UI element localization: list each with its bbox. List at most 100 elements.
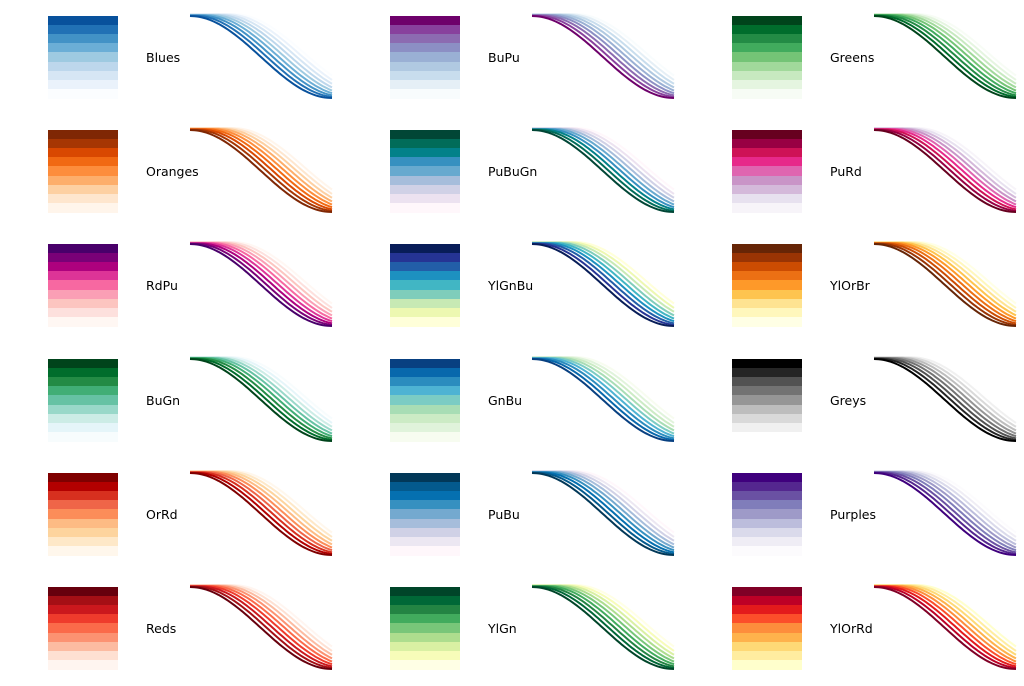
colormap-swatch: [48, 16, 118, 99]
colormap-panel-ylorbr: YlOrBr: [684, 228, 1024, 342]
swatch-band: [48, 641, 118, 652]
swatch-band: [732, 25, 802, 35]
curve-line: [532, 585, 675, 666]
curve-line: [532, 357, 675, 438]
colormap-curves: [189, 241, 333, 327]
colormap-label: YlGnBu: [488, 278, 534, 293]
swatch-band: [48, 148, 118, 158]
curve-line: [531, 358, 675, 442]
curve-line: [190, 128, 333, 211]
colormap-panel-purples: Purples: [684, 457, 1024, 571]
curve-line: [190, 585, 333, 668]
colormap-swatch: [390, 244, 460, 327]
curve-line: [873, 129, 1017, 213]
colormap-label: PuBuGn: [488, 164, 538, 179]
swatch-band: [48, 166, 118, 177]
swatch-band: [732, 386, 802, 397]
swatch-band: [390, 386, 460, 397]
swatch-band: [48, 253, 118, 263]
swatch-band: [48, 623, 118, 634]
swatch-band: [732, 52, 802, 63]
colormap-swatch: [390, 473, 460, 556]
swatch-band: [390, 70, 460, 81]
swatch-band: [390, 659, 460, 670]
colormap-swatch: [390, 16, 460, 99]
swatch-band: [48, 16, 118, 26]
colormap-label: Greens: [830, 50, 875, 65]
curve-line: [190, 242, 333, 325]
swatch-band: [732, 377, 802, 387]
colormap-curves: [873, 356, 1017, 442]
swatch-band: [48, 316, 118, 327]
swatch-band: [390, 368, 460, 378]
colormap-curves: [531, 584, 675, 670]
curve-line: [532, 128, 675, 211]
swatch-band: [48, 139, 118, 149]
curve-line: [190, 585, 333, 669]
swatch-band: [732, 482, 802, 492]
curve-line: [532, 242, 675, 326]
swatch-band: [732, 139, 802, 149]
swatch-band: [48, 509, 118, 520]
curve-line: [189, 15, 333, 99]
colormap-swatch: [48, 359, 118, 442]
swatch-band: [732, 61, 802, 72]
swatch-band: [390, 16, 460, 26]
swatch-band: [732, 271, 802, 282]
colormap-panel-ylgn: YlGn: [342, 571, 682, 685]
colormap-swatch: [48, 244, 118, 327]
swatch-band: [48, 614, 118, 625]
swatch-band: [732, 157, 802, 168]
swatch-band: [390, 518, 460, 529]
curve-line: [874, 357, 1017, 441]
swatch-band: [732, 641, 802, 652]
swatch-band: [390, 605, 460, 615]
swatch-band: [48, 25, 118, 35]
curve-line: [190, 14, 333, 97]
swatch-band: [732, 79, 802, 90]
swatch-band: [732, 88, 802, 99]
swatch-band: [732, 404, 802, 415]
swatch-band: [48, 482, 118, 492]
swatch-band: [48, 500, 118, 511]
colormap-curves: [189, 470, 333, 556]
swatch-band: [390, 148, 460, 158]
curve-line: [874, 585, 1017, 668]
swatch-band: [48, 202, 118, 213]
curve-line: [190, 357, 333, 438]
swatch-band: [48, 491, 118, 501]
swatch-band: [732, 359, 802, 369]
swatch-band: [48, 359, 118, 369]
swatch-band: [390, 307, 460, 318]
colormap-curves: [531, 127, 675, 213]
swatch-band: [390, 473, 460, 483]
swatch-band: [48, 289, 118, 300]
colormap-panel-ylgnbu: YlGnBu: [342, 228, 682, 342]
swatch-band: [390, 422, 460, 433]
swatch-band: [48, 34, 118, 44]
curve-line: [190, 471, 333, 552]
swatch-band: [732, 395, 802, 406]
swatch-band: [48, 79, 118, 90]
swatch-band: [48, 43, 118, 54]
swatch-band: [48, 404, 118, 415]
swatch-band: [390, 395, 460, 406]
swatch-band: [732, 202, 802, 213]
colormap-panel-bupu: BuPu: [342, 0, 682, 114]
swatch-band: [732, 518, 802, 529]
swatch-band: [390, 404, 460, 415]
swatch-band: [732, 130, 802, 140]
swatch-band: [732, 527, 802, 538]
swatch-band: [390, 166, 460, 177]
swatch-band: [48, 368, 118, 378]
swatch-band: [390, 253, 460, 263]
swatch-band: [48, 473, 118, 483]
colormap-panel-orrd: OrRd: [0, 457, 340, 571]
curve-line: [532, 14, 675, 98]
swatch-band: [732, 431, 802, 442]
curve-line: [532, 357, 675, 440]
curve-line: [874, 128, 1017, 209]
swatch-band: [48, 527, 118, 538]
swatch-band: [732, 289, 802, 300]
swatch-band: [732, 623, 802, 634]
